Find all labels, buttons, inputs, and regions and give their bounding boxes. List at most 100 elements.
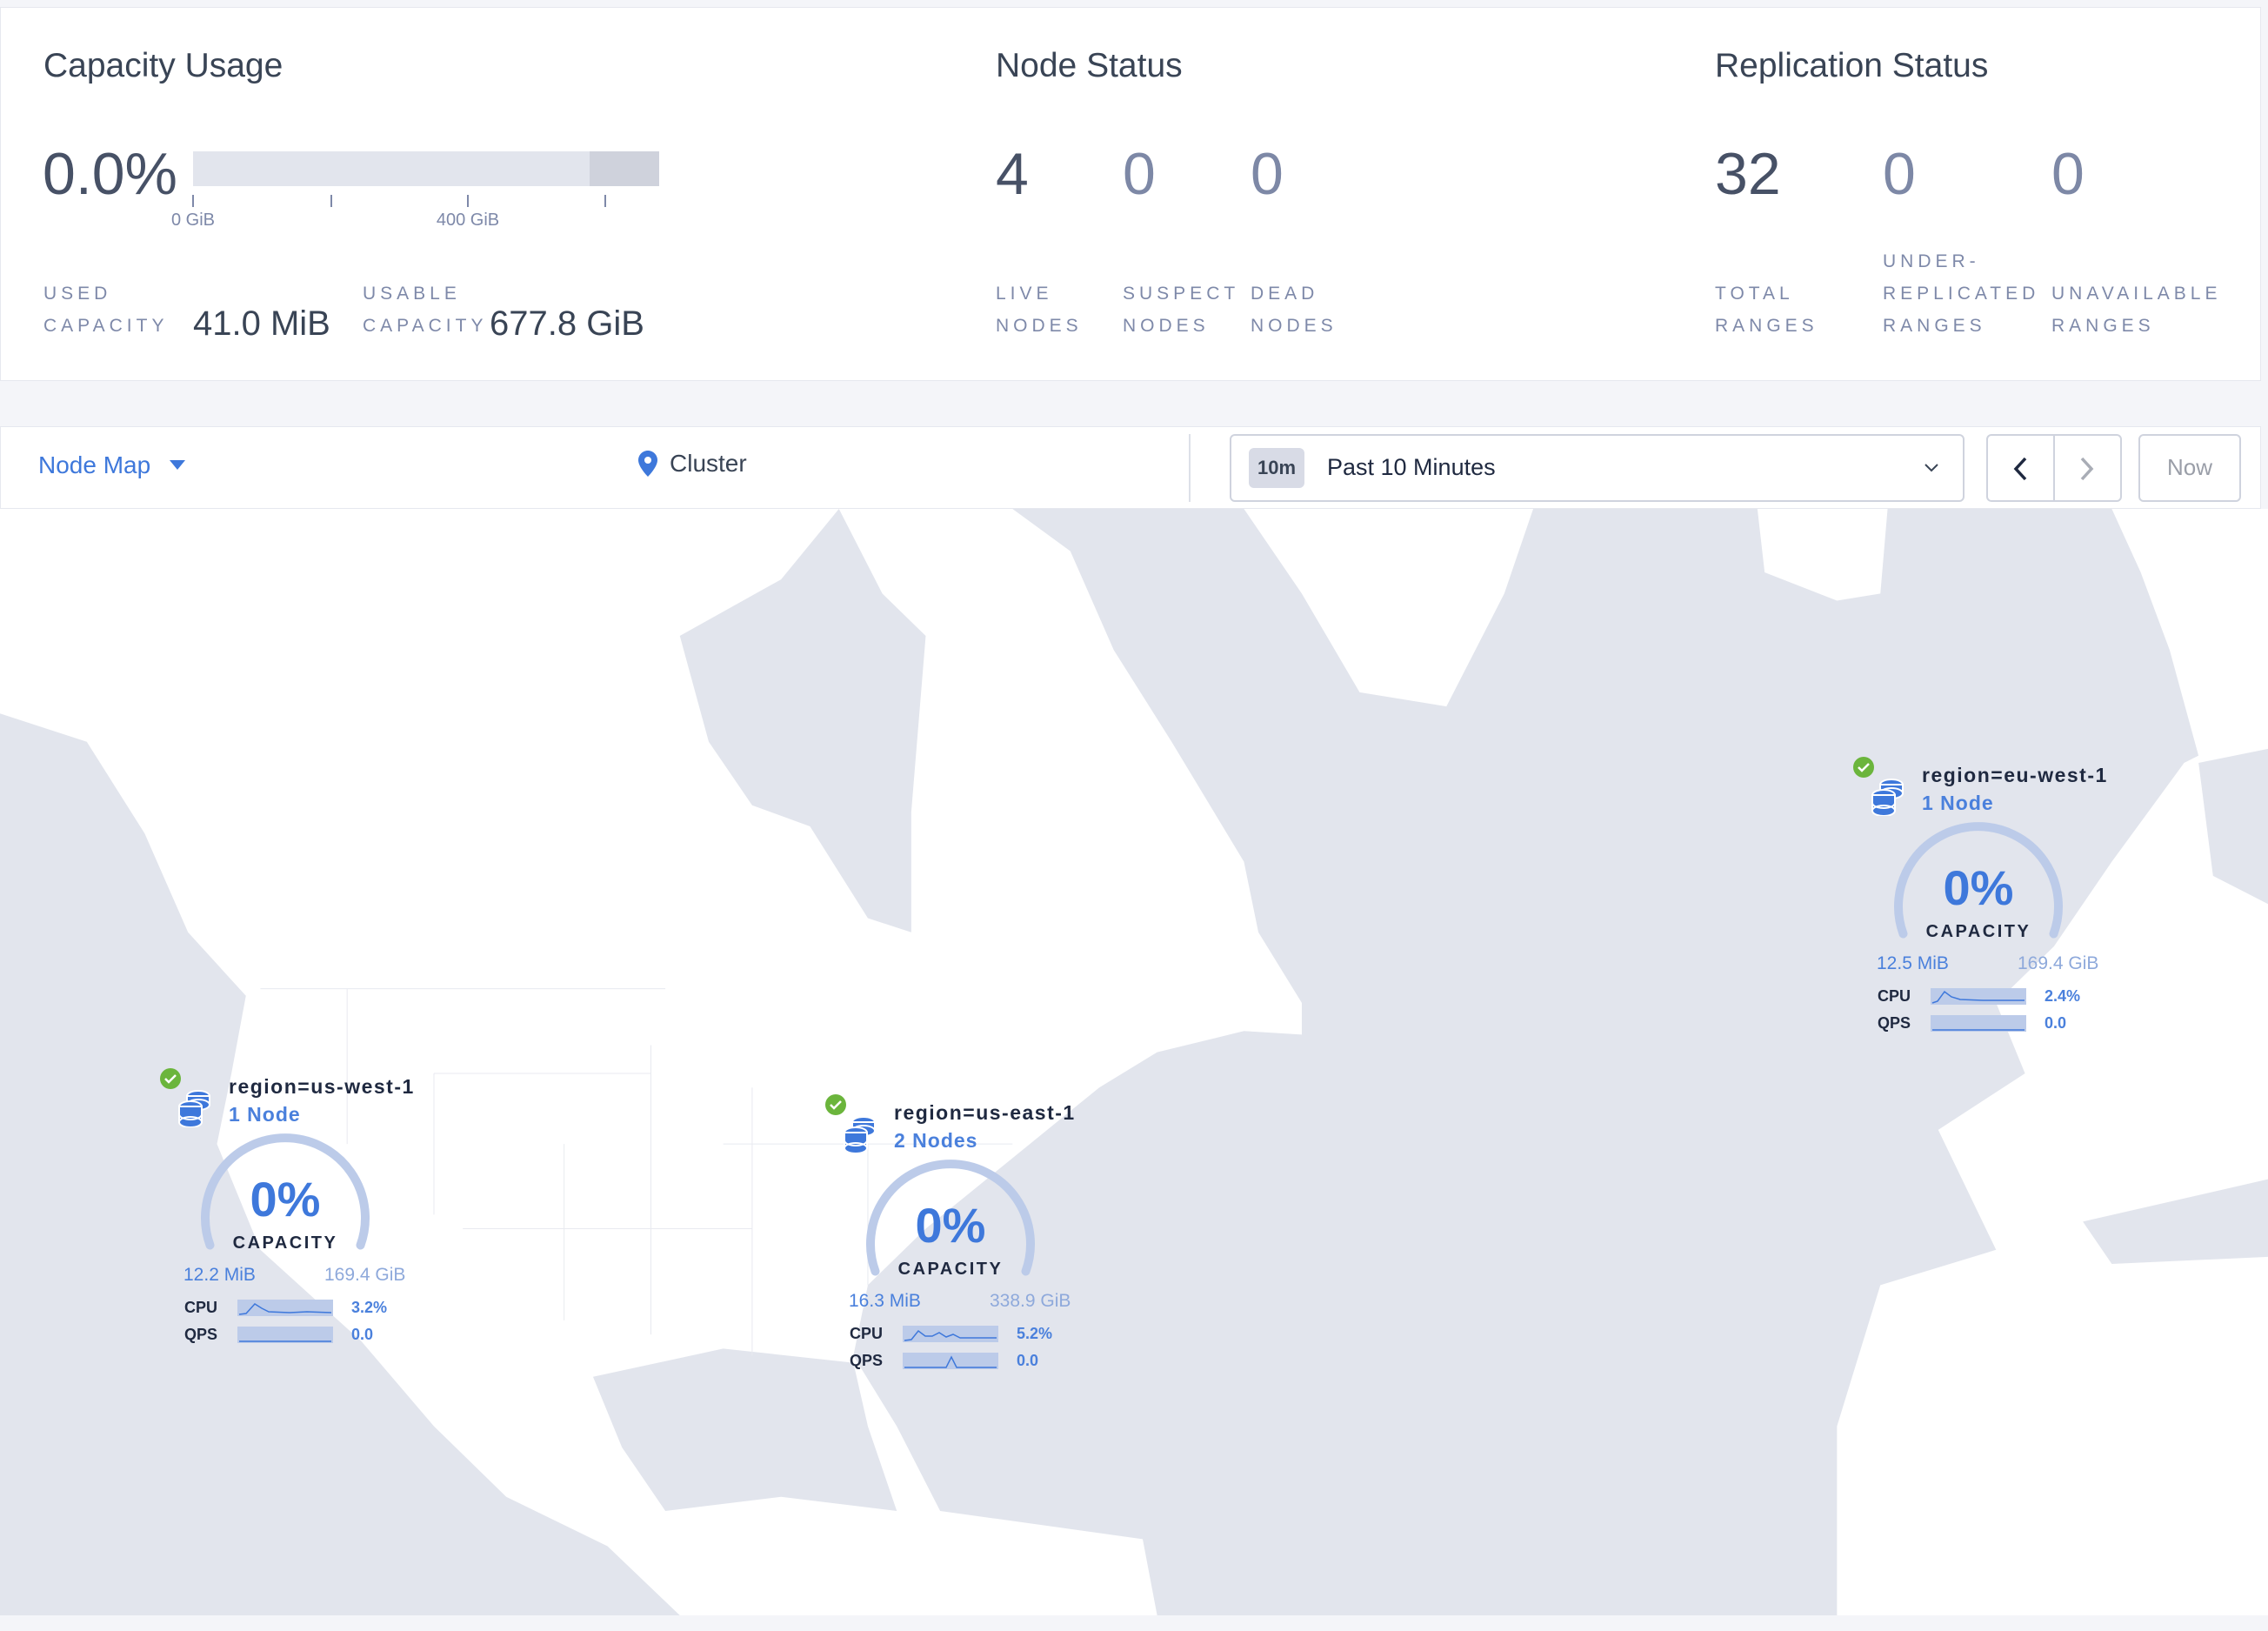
capacity-title: Capacity Usage xyxy=(43,47,284,84)
cpu-sparkline xyxy=(237,1300,333,1316)
database-icon xyxy=(178,1090,210,1127)
map-toolbar: Node Map Cluster 10m Past 10 Minutes Now xyxy=(0,426,2261,509)
time-range-label: Past 10 Minutes xyxy=(1327,454,1496,480)
tick-label: 0 GiB xyxy=(170,211,216,230)
map-pin-icon xyxy=(638,451,657,477)
cpu-label: CPU xyxy=(184,1299,218,1316)
cpu-sparkline xyxy=(1931,988,2026,1005)
usable-capacity-value: 677.8 GiB xyxy=(490,304,644,343)
locality-node-count[interactable]: 2 Nodes xyxy=(894,1129,978,1152)
locality-node[interactable]: region=eu-west-1 1 Node 0% CAPACITY 12.5… xyxy=(1853,757,2218,1053)
water-gulf-of-mexico xyxy=(592,1348,897,1511)
live-status-icon xyxy=(1853,757,1874,778)
chevron-down-icon xyxy=(1924,464,1938,472)
cpu-label: CPU xyxy=(1878,987,1911,1005)
locality-node[interactable]: region=us-east-1 2 Nodes 0% CAPACITY 16.… xyxy=(825,1094,1191,1390)
cpu-value: 5.2% xyxy=(1017,1325,1053,1342)
tick xyxy=(467,195,469,207)
locality-title: region=us-west-1 xyxy=(229,1075,415,1098)
dead-nodes-label: DEAD NODES xyxy=(1251,284,1337,336)
live-nodes-value: 4 xyxy=(996,141,1029,207)
suspect-nodes-label: SUSPECT NODES xyxy=(1123,284,1240,336)
capacity-percent: 0% xyxy=(1943,860,2014,915)
locality-node-count[interactable]: 1 Node xyxy=(229,1103,301,1126)
tick xyxy=(604,195,606,207)
used-capacity: 16.3 MiB xyxy=(849,1291,921,1311)
breadcrumb[interactable]: Cluster xyxy=(638,450,747,478)
used-capacity-value: 41.0 MiB xyxy=(193,304,330,343)
used-capacity: 12.2 MiB xyxy=(183,1265,256,1285)
cpu-value: 2.4% xyxy=(2045,987,2081,1005)
world-map xyxy=(0,509,2268,1615)
view-selector-label: Node Map xyxy=(38,451,151,478)
locality-node[interactable]: region=us-west-1 1 Node 0% CAPACITY 12.2… xyxy=(160,1068,525,1364)
chevron-left-icon xyxy=(2013,457,2027,481)
tick-label: 400 GiB xyxy=(436,211,500,230)
usable-capacity-label: USABLE CAPACITY xyxy=(363,284,488,336)
cpu-label: CPU xyxy=(850,1325,884,1342)
database-icon xyxy=(1871,779,1904,816)
capacity-label: CAPACITY xyxy=(232,1233,338,1253)
chevron-right-icon xyxy=(2080,457,2094,481)
unavailable-ranges-label: UNAVAILABLE RANGES xyxy=(2051,284,2222,336)
total-ranges-label: TOTAL RANGES xyxy=(1715,284,1818,336)
tick xyxy=(192,195,194,207)
locality-title: region=us-east-1 xyxy=(894,1101,1076,1124)
live-nodes-label: LIVE NODES xyxy=(996,284,1083,336)
capacity-bar xyxy=(193,151,659,186)
breadcrumb-cluster: Cluster xyxy=(670,450,747,477)
node-map[interactable]: region=us-west-1 1 Node 0% CAPACITY 12.2… xyxy=(0,509,2268,1615)
time-range-select[interactable]: 10m Past 10 Minutes xyxy=(1230,434,1964,502)
total-capacity: 169.4 GiB xyxy=(2018,953,2099,973)
total-capacity: 169.4 GiB xyxy=(324,1265,406,1285)
land-europe-africa xyxy=(1837,720,2268,1615)
locality-title: region=eu-west-1 xyxy=(1922,764,2108,786)
view-selector-dropdown[interactable]: Node Map xyxy=(38,451,186,479)
live-status-icon xyxy=(160,1068,181,1089)
previous-time-button[interactable] xyxy=(1988,436,2055,500)
qps-label: QPS xyxy=(184,1326,218,1343)
capacity-percent: 0% xyxy=(915,1198,986,1253)
live-status-icon xyxy=(825,1094,846,1115)
dead-nodes-value: 0 xyxy=(1251,141,1284,207)
used-capacity-label: USED CAPACITY xyxy=(43,284,169,336)
capacity-gauge xyxy=(866,1160,1035,1276)
capacity-percent: 0.0% xyxy=(43,141,177,207)
qps-sparkline xyxy=(903,1353,998,1369)
time-badge: 10m xyxy=(1249,448,1304,488)
under-replicated-ranges-label: UNDER- REPLICATED RANGES xyxy=(1883,251,2040,336)
capacity-label: CAPACITY xyxy=(897,1260,1004,1279)
qps-value: 0.0 xyxy=(2045,1014,2067,1032)
next-time-button[interactable] xyxy=(2055,436,2120,500)
now-button[interactable]: Now xyxy=(2138,434,2241,502)
qps-label: QPS xyxy=(1878,1014,1911,1032)
divider xyxy=(1189,434,1191,502)
time-nav-group xyxy=(1986,434,2122,502)
capacity-label: CAPACITY xyxy=(1925,922,2031,941)
summary-panel: Capacity Usage 0.0% 0 GiB 400 GiB USED CA… xyxy=(0,7,2261,381)
footer-gap xyxy=(0,1615,2268,1631)
total-capacity: 338.9 GiB xyxy=(990,1291,1071,1311)
qps-sparkline xyxy=(1931,1015,2026,1032)
capacity-gauge xyxy=(1894,822,2063,939)
land-scandinavia xyxy=(2111,509,2268,756)
locality-node-count[interactable]: 1 Node xyxy=(1922,792,1994,814)
cpu-sparkline xyxy=(903,1326,998,1342)
capacity-percent: 0% xyxy=(250,1172,321,1227)
total-ranges-value: 32 xyxy=(1715,141,1781,207)
cpu-value: 3.2% xyxy=(351,1299,388,1316)
land-britain xyxy=(1757,509,1888,601)
tick xyxy=(330,195,332,207)
suspect-nodes-value: 0 xyxy=(1123,141,1156,207)
used-capacity: 12.5 MiB xyxy=(1877,953,1949,973)
qps-sparkline xyxy=(237,1327,333,1343)
database-icon xyxy=(844,1116,876,1153)
under-replicated-ranges-value: 0 xyxy=(1883,141,1916,207)
qps-value: 0.0 xyxy=(351,1326,374,1343)
capacity-bar-reserved xyxy=(590,151,659,186)
replication-status-title: Replication Status xyxy=(1715,47,1989,84)
caret-down-icon xyxy=(170,460,186,470)
water-mediterranean xyxy=(2083,1179,2268,1265)
unavailable-ranges-value: 0 xyxy=(2051,141,2085,207)
capacity-gauge xyxy=(201,1133,370,1250)
